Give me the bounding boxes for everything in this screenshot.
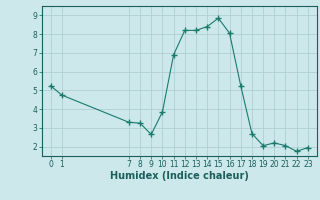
X-axis label: Humidex (Indice chaleur): Humidex (Indice chaleur) [110,171,249,181]
